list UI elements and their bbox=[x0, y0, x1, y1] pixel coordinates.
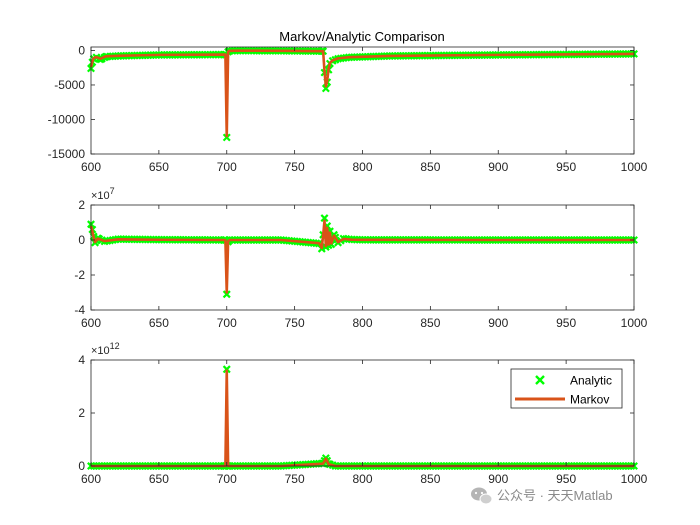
x-tick-label: 900 bbox=[488, 316, 508, 330]
x-tick-label: 850 bbox=[420, 316, 440, 330]
analytic-point bbox=[222, 365, 231, 374]
legend-box bbox=[510, 368, 623, 409]
x-tick-label: 650 bbox=[149, 160, 169, 174]
y-tick-label: -2 bbox=[74, 268, 85, 282]
axes-2-exponent-base: ×10 bbox=[91, 190, 110, 202]
x-tick-label: 900 bbox=[488, 472, 508, 486]
axes-3-ticks: 600 650 700 750 800 850 900 950 1000 4 2 0 bbox=[78, 353, 647, 486]
x-tick-label: 750 bbox=[285, 160, 305, 174]
x-tick-label: 750 bbox=[285, 472, 305, 486]
y-tick-label: -10000 bbox=[48, 112, 86, 126]
x-tick-label: 750 bbox=[285, 316, 305, 330]
x-tick-label: 700 bbox=[217, 160, 237, 174]
legend-analytic-label: Analytic bbox=[570, 374, 612, 388]
analytic-point bbox=[222, 290, 231, 299]
axes-1-marks bbox=[87, 46, 638, 142]
axes-1-title: Markov/Analytic Comparison bbox=[279, 29, 444, 44]
axes-2-plot-area bbox=[91, 205, 634, 310]
x-tick-label: 600 bbox=[81, 472, 101, 486]
x-tick-label: 700 bbox=[217, 472, 237, 486]
y-tick-label: 0 bbox=[78, 459, 85, 473]
legend: Analytic Markov bbox=[510, 368, 623, 409]
x-tick-label: 1000 bbox=[621, 160, 648, 174]
y-tick-label: 2 bbox=[78, 406, 85, 420]
x-tick-label: 650 bbox=[149, 472, 169, 486]
axes-3: 600 650 700 750 800 850 900 950 1000 4 2 0 ×1012 An… bbox=[78, 341, 647, 486]
x-tick-label: 650 bbox=[149, 316, 169, 330]
series-markov-line bbox=[89, 49, 635, 138]
axes-2-exponent-label: ×107 bbox=[91, 186, 115, 202]
x-tick-label: 950 bbox=[556, 160, 576, 174]
axes-1-ticks: 600 650 700 750 800 850 900 950 1000 0 -5000 -10000… bbox=[48, 43, 648, 174]
axes-3-exponent-base: ×10 bbox=[91, 345, 110, 357]
legend-analytic-marker bbox=[535, 375, 545, 385]
x-tick-label: 850 bbox=[420, 160, 440, 174]
x-tick-label: 700 bbox=[217, 316, 237, 330]
x-tick-label: 1000 bbox=[621, 316, 648, 330]
analytic-point bbox=[222, 133, 231, 142]
analytic-point bbox=[320, 214, 329, 223]
legend-markov-label: Markov bbox=[570, 393, 609, 407]
x-tick-label: 800 bbox=[352, 472, 372, 486]
watermark-text: 公众号 · 天天Matlab bbox=[497, 488, 613, 503]
y-tick-label: 2 bbox=[78, 198, 85, 212]
series-markov-line bbox=[89, 219, 634, 294]
y-tick-label: -5000 bbox=[54, 78, 85, 92]
axes-3-exponent-label: ×1012 bbox=[91, 341, 120, 357]
axes-2: 600 650 700 750 800 850 900 950 1000 2 0 -2 -4 ×107 bbox=[74, 186, 647, 330]
y-tick-label: 0 bbox=[78, 233, 85, 247]
y-tick-label: 4 bbox=[78, 353, 85, 367]
y-tick-label: 0 bbox=[78, 43, 85, 57]
x-tick-label: 900 bbox=[488, 160, 508, 174]
axes-3-exponent-power: 12 bbox=[110, 341, 120, 351]
wechat-icon bbox=[471, 487, 493, 505]
x-tick-label: 600 bbox=[81, 160, 101, 174]
axes-1-plot-area bbox=[91, 47, 634, 154]
x-tick-label: 850 bbox=[420, 472, 440, 486]
x-tick-label: 800 bbox=[352, 316, 372, 330]
y-tick-label: -4 bbox=[74, 303, 85, 317]
x-tick-label: 950 bbox=[556, 472, 576, 486]
axes-2-exponent-power: 7 bbox=[110, 186, 115, 196]
x-tick-label: 800 bbox=[352, 160, 372, 174]
axes-1: 600 650 700 750 800 850 900 950 1000 0 -5000 -10000… bbox=[48, 29, 648, 174]
x-tick-label: 600 bbox=[81, 316, 101, 330]
x-tick-label: 950 bbox=[556, 316, 576, 330]
analytic-point bbox=[321, 84, 330, 93]
axes-2-marks bbox=[87, 214, 638, 299]
watermark: 公众号 · 天天Matlab bbox=[471, 487, 613, 505]
axes-2-ticks: 600 650 700 750 800 850 900 950 1000 2 0 -2 -4 bbox=[74, 198, 647, 330]
x-tick-label: 1000 bbox=[621, 472, 648, 486]
y-tick-label: -15000 bbox=[48, 147, 86, 161]
